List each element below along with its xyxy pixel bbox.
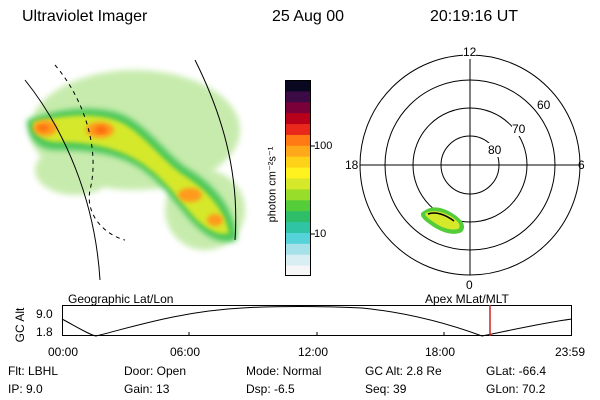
mode-info: Mode: Normal [246,364,322,378]
seq-info: Seq: 39 [365,382,407,396]
aurora-core [38,125,107,134]
colorbar-segment [285,243,311,255]
glon-info: GLon: 70.2 [486,382,546,396]
colorbar-segment [285,221,311,233]
colorbar-segment [285,188,311,201]
limb-arc-right [194,59,237,241]
gain-info: Gain: 13 [124,382,170,396]
door-info: Door: Open [124,364,187,378]
polar-spokes [360,55,580,275]
colorbar-tick-label-100: 100 [314,140,333,152]
colorbar-segment [285,101,311,114]
dsp-info: Dsp: -6.5 [246,382,295,396]
colorbar-segment [285,112,311,125]
colorbar-unit-label: photon cm⁻²s⁻¹ [266,146,279,223]
time-tick-1200: 12:00 [298,345,329,359]
apex-section-title: Apex MLat/MLT [425,292,509,306]
colorbar-segment [285,167,311,179]
ip-info: IP: 9.0 [8,382,43,396]
time-tick-0000: 00:00 [48,345,79,359]
date-label: 25 Aug 00 [272,8,345,25]
mlat-label-70: 70 [512,122,526,136]
colorbar-segment [285,145,311,157]
colorbar-tick-label-10: 10 [314,228,327,240]
mlat-label-80: 80 [488,143,502,157]
timeline-ymin: 1.8 [36,325,53,339]
time-tick-2359: 23:59 [555,345,586,359]
time-tick-0600: 06:00 [170,345,201,359]
colorbar-segment [285,156,311,168]
colorbar-segment [285,80,311,92]
glat-info: GLat: -66.4 [486,364,547,378]
time-tick-1800: 18:00 [425,345,456,359]
instrument-title: Ultraviolet Imager [22,8,148,25]
mlt-label-6: 6 [578,158,585,172]
colorbar-segment [285,210,311,223]
colorbar-segment [285,265,311,277]
mlt-label-12: 12 [463,45,477,59]
colorbar-gradient [285,80,311,277]
terminator-dashed [54,64,126,241]
limb-arc-left [24,79,101,281]
colorbar [285,80,315,277]
geographic-aurora-image [24,59,245,281]
timeline-ylabel: GC Alt [13,307,27,343]
mlat-label-60: 60 [537,98,551,112]
mlt-label-0: 0 [466,278,473,292]
colorbar-segment [285,123,311,135]
colorbar-segment [285,134,311,146]
colorbar-segment [285,199,311,212]
timeline-frame [62,305,572,336]
mlt-label-18: 18 [345,158,359,172]
colorbar-segment [285,178,311,190]
colorbar-frame [285,80,311,276]
polar-mlat-mlt-plot [359,54,581,276]
altitude-curve [61,306,573,337]
colorbar-segment [285,90,311,103]
colorbar-segment [285,232,311,244]
altitude-timeline [61,305,573,337]
geographic-section-title: Geographic Lat/Lon [68,292,174,306]
time-label: 20:19:16 UT [430,8,519,25]
filter-info: Flt: LBHL [8,364,59,378]
timeline-ymax: 9.0 [36,307,53,321]
gc-alt-info: GC Alt: 2.8 Re [365,364,442,378]
timeline-ticks [188,332,445,336]
polar-aurora-oval [420,207,465,234]
colorbar-segment [285,254,311,266]
